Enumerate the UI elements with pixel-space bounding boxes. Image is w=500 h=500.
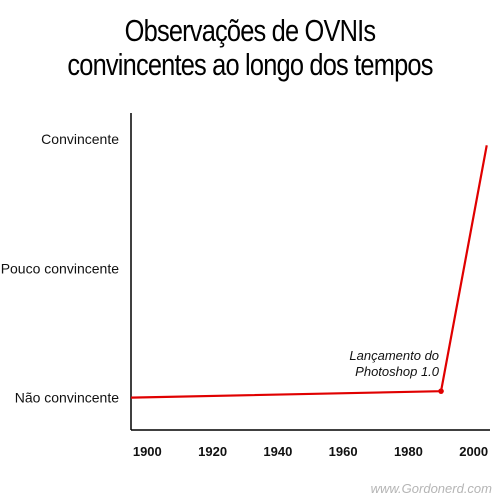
y-tick-label: Pouco convincente (1, 260, 120, 276)
annotation-marker (438, 388, 444, 394)
x-tick-label: 1920 (198, 444, 227, 459)
x-axis-ticks: 1900 1920 1940 1960 1980 2000 (133, 444, 488, 459)
x-tick-label: 2000 (459, 444, 488, 459)
y-tick-label: Não convincente (15, 390, 120, 406)
annotation-text: Lançamento do (349, 348, 439, 363)
y-axis-labels: Não convincente Pouco convincente Convince… (1, 131, 120, 406)
chart-title: Observações de OVNIs convincentes ao lon… (45, 14, 455, 82)
x-tick-label: 1900 (133, 444, 162, 459)
watermark: www.Gordonerd.com (370, 481, 492, 496)
y-tick-label: Convincente (41, 131, 119, 147)
annotation-text: Photoshop 1.0 (355, 364, 440, 379)
x-tick-label: 1940 (263, 444, 292, 459)
chart-title-line-1: Observações de OVNIs (124, 13, 376, 48)
chart-title-line-2: convincentes ao longo dos tempos (67, 47, 433, 82)
x-tick-label: 1960 (329, 444, 358, 459)
x-tick-label: 1980 (394, 444, 423, 459)
